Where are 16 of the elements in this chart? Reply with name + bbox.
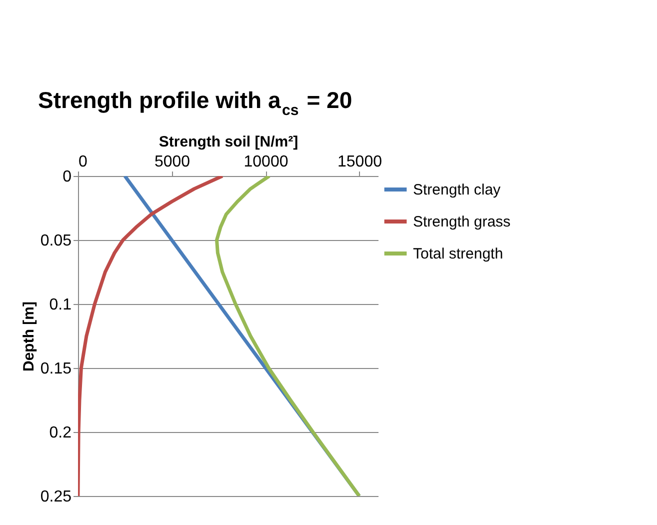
y-tick-label: 0.25	[40, 488, 72, 506]
line-series	[215, 176, 361, 496]
y-tick-label: 0.1	[49, 296, 72, 314]
x-tick-label: 5000	[154, 154, 190, 170]
y-tick-label: 0	[62, 168, 72, 186]
x-tick-label: 15000	[338, 154, 382, 170]
x-axis-title: Strength soil [N/m²]	[158, 134, 298, 150]
y-tick-label: 0.2	[49, 424, 72, 442]
legend-label: Total strength	[413, 246, 504, 262]
y-tick-label: 0.05	[40, 232, 72, 250]
y-axis-title: Depth [m]	[20, 302, 38, 372]
y-tick-label: 0.15	[40, 360, 72, 378]
x-tick-label: 0	[78, 154, 88, 170]
legend-label: Strength grass	[413, 214, 511, 230]
x-tick-label: 10000	[244, 154, 288, 170]
legend-label: Strength clay	[413, 182, 502, 198]
